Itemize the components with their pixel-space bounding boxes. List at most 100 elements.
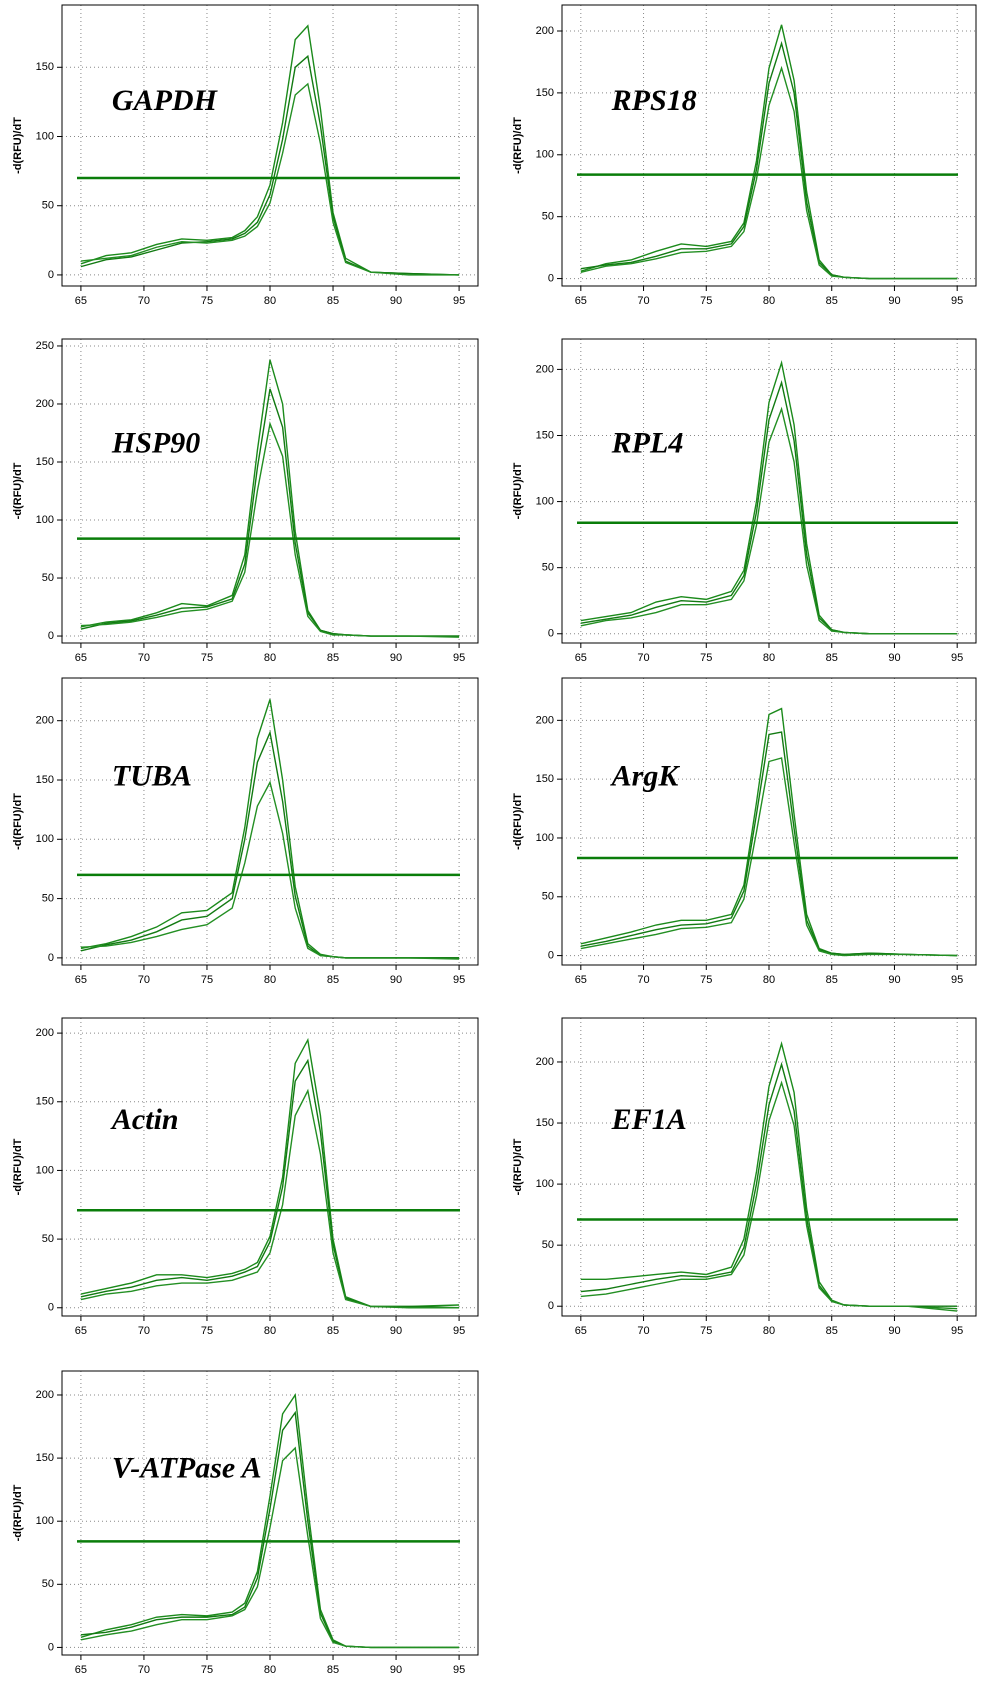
y-tick-label: 0 [548, 628, 554, 640]
y-tick-label: 0 [548, 1300, 554, 1312]
y-axis-label: -d(RFU)/dT [512, 117, 524, 174]
plot-frame [561, 1017, 977, 1317]
y-tick-label: 150 [536, 429, 554, 441]
melt-curve [80, 780, 460, 960]
y-tick-label: 150 [536, 773, 554, 785]
x-tick-label: 80 [264, 652, 276, 664]
chart: 65 70 75 80 85 90 95 0 50 100 150 200 V-ATPase A -d(R… [12, 1370, 479, 1676]
y-tick-label: 100 [536, 495, 554, 507]
melt-curve [580, 1080, 958, 1312]
x-tick-label: 80 [763, 295, 775, 307]
x-tick-label: 75 [201, 295, 213, 307]
plot-frame [61, 1017, 479, 1317]
x-tick-label: 75 [700, 974, 712, 986]
y-tick-label: 50 [42, 892, 54, 904]
y-tick-label: 50 [42, 1578, 54, 1590]
x-tick-label: 95 [453, 295, 465, 307]
annotation: ArgK [610, 759, 681, 792]
plot-lines [577, 24, 958, 280]
x-tick-label: 95 [951, 652, 963, 664]
melt-curve [80, 24, 460, 276]
x-tick-label: 85 [826, 652, 838, 664]
x-tick-label: 85 [327, 652, 339, 664]
y-tick-label: 150 [36, 1096, 54, 1108]
annotation: EF1A [611, 1103, 687, 1136]
plot-frame [61, 677, 479, 966]
y-axis-label: -d(RFU)/dT [512, 462, 524, 519]
y-tick-label: 200 [36, 1027, 54, 1039]
plot-lines [77, 359, 460, 638]
y-tick-label: 150 [536, 1117, 554, 1129]
x-tick-label: 85 [327, 295, 339, 307]
y-tick-label: 50 [542, 1239, 554, 1251]
y-tick-label: 50 [42, 572, 54, 584]
x-tick-label: 65 [575, 1325, 587, 1337]
x-tick-label: 85 [826, 974, 838, 986]
y-tick-label: 0 [548, 272, 554, 284]
x-tick-label: 95 [453, 652, 465, 664]
y-tick-label: 150 [536, 87, 554, 99]
y-tick-label: 50 [542, 562, 554, 574]
plot-lines [77, 1037, 460, 1309]
y-axis-label: -d(RFU)/dT [12, 793, 24, 850]
annotation: GAPDH [112, 84, 219, 117]
y-tick-label: 100 [536, 1178, 554, 1190]
x-tick-label: 80 [763, 974, 775, 986]
annotation: V-ATPase A [112, 1451, 262, 1484]
y-tick-label: 0 [548, 949, 554, 961]
plot-lines [77, 699, 460, 960]
x-tick-label: 65 [75, 1664, 87, 1676]
annotation: TUBA [112, 759, 192, 792]
y-tick-label: 150 [36, 456, 54, 468]
x-tick-label: 85 [826, 295, 838, 307]
x-tick-label: 75 [700, 1325, 712, 1337]
x-tick-label: 80 [264, 295, 276, 307]
x-tick-label: 90 [888, 1325, 900, 1337]
x-tick-label: 85 [327, 1325, 339, 1337]
x-tick-label: 85 [327, 1664, 339, 1676]
x-tick-label: 80 [264, 1664, 276, 1676]
y-axis-label: -d(RFU)/dT [512, 793, 524, 850]
x-tick-label: 65 [75, 1325, 87, 1337]
y-tick-label: 50 [542, 891, 554, 903]
plot-frame [61, 4, 479, 287]
x-tick-label: 75 [201, 652, 213, 664]
y-tick-label: 100 [36, 1515, 54, 1527]
y-tick-label: 0 [48, 269, 54, 281]
y-axis-label: -d(RFU)/dT [12, 1484, 24, 1541]
y-tick-label: 250 [36, 340, 54, 352]
x-tick-label: 70 [138, 295, 150, 307]
plot-lines [577, 359, 958, 635]
y-tick-label: 50 [42, 200, 54, 212]
chart: 65 70 75 80 85 90 95 0 50 100 150 GAPDH -d(RFU)/dT [12, 4, 479, 307]
y-tick-label: 150 [36, 774, 54, 786]
y-axis-label: -d(RFU)/dT [12, 462, 24, 519]
annotation: Actin [110, 1103, 179, 1136]
x-tick-label: 85 [826, 1325, 838, 1337]
melt-curve [580, 65, 958, 280]
annotation: HSP90 [111, 426, 200, 459]
x-tick-label: 65 [75, 652, 87, 664]
x-tick-label: 65 [575, 974, 587, 986]
x-tick-label: 75 [700, 652, 712, 664]
x-tick-label: 95 [951, 974, 963, 986]
y-tick-label: 100 [36, 130, 54, 142]
y-axis-label: -d(RFU)/dT [12, 1138, 24, 1195]
x-tick-label: 90 [390, 295, 402, 307]
x-tick-label: 70 [637, 1325, 649, 1337]
y-tick-label: 0 [48, 1641, 54, 1653]
chart: 65 70 75 80 85 90 95 0 50 100 150 200 TUBA -d(RFU)/dT [12, 677, 479, 986]
plot-frame [61, 338, 479, 644]
y-axis-label: -d(RFU)/dT [12, 117, 24, 174]
y-tick-label: 100 [536, 832, 554, 844]
x-tick-label: 80 [264, 974, 276, 986]
melt-curve [80, 1446, 460, 1649]
x-tick-label: 75 [201, 974, 213, 986]
y-tick-label: 100 [36, 514, 54, 526]
y-tick-label: 200 [36, 398, 54, 410]
melt-curve [580, 731, 958, 957]
x-tick-label: 65 [575, 295, 587, 307]
plot-frame [61, 1370, 479, 1656]
